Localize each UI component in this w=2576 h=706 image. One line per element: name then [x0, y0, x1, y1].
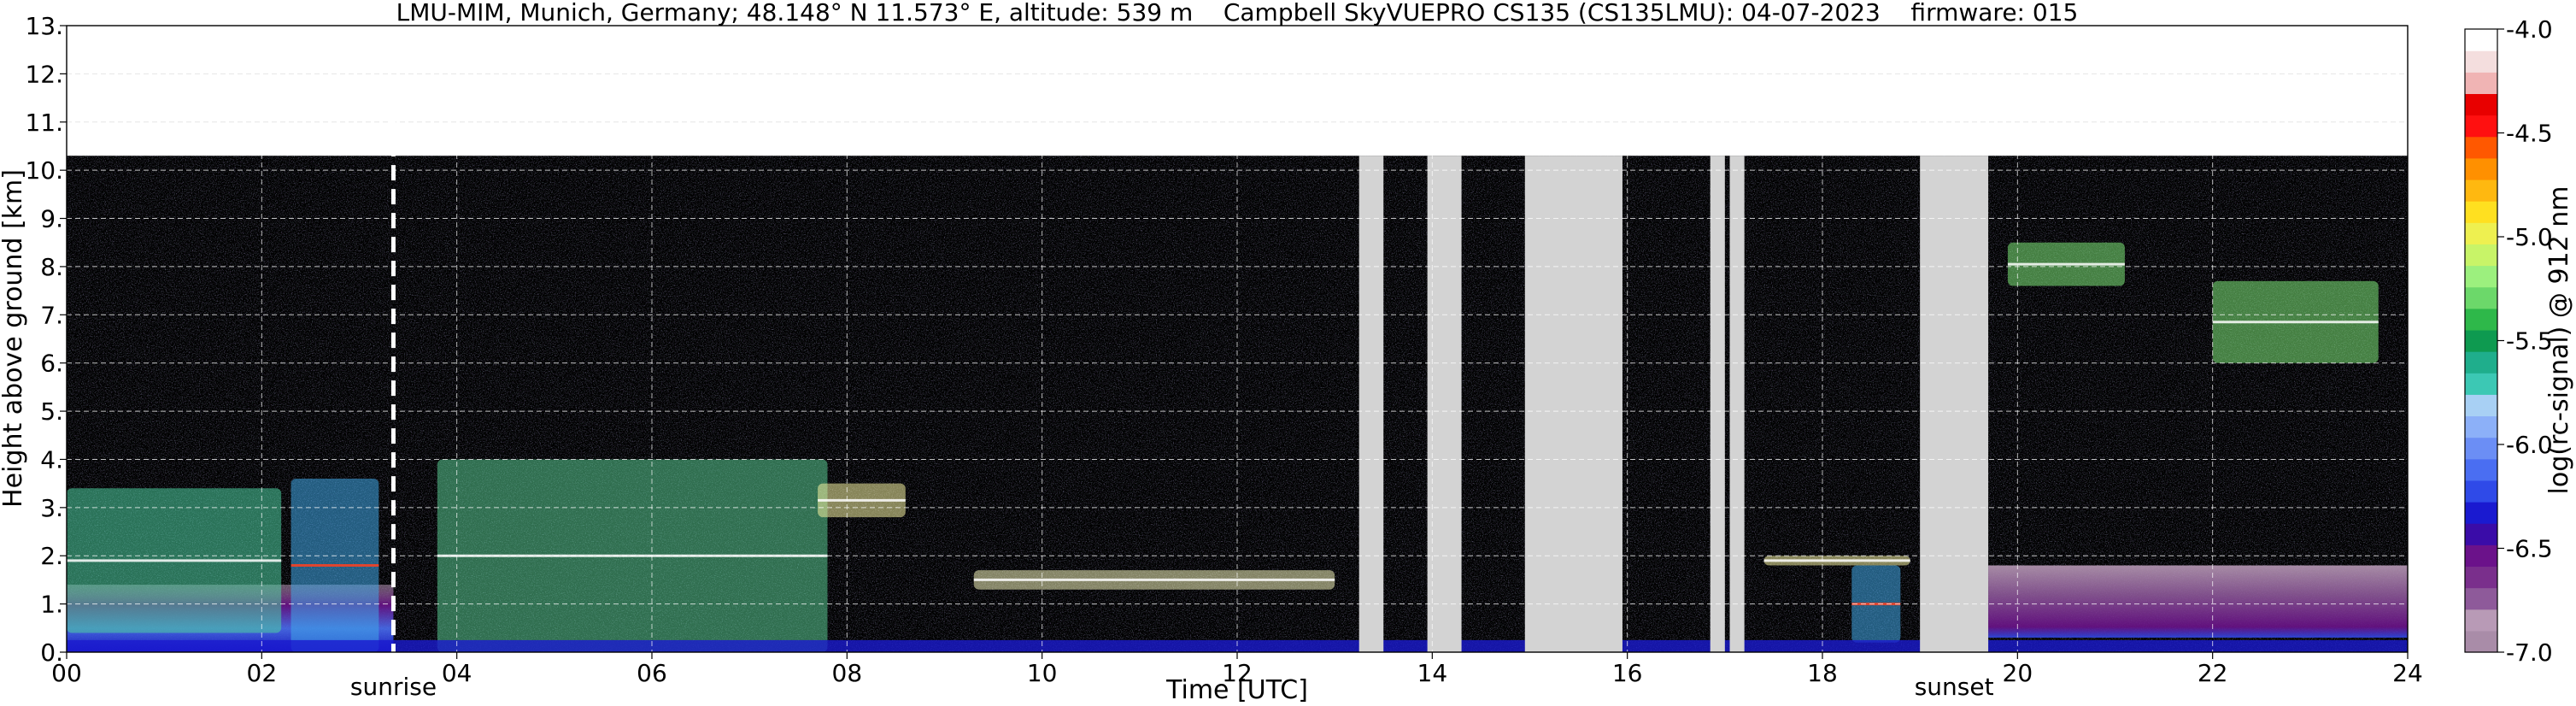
colorbar-segment [2465, 136, 2497, 159]
x-tick-label: 08 [832, 659, 863, 687]
missing-data-gap [1524, 156, 1622, 652]
colorbar-segment [2465, 157, 2497, 180]
x-tick-label: 20 [2003, 659, 2033, 687]
x-tick-label: 00 [51, 659, 82, 687]
missing-data-gap [1427, 156, 1462, 652]
y-tick-label: 2. [40, 542, 63, 570]
x-tick-label: 10 [1027, 659, 1058, 687]
colorbar-segment [2465, 502, 2497, 524]
x-tick-label: 16 [1612, 659, 1643, 687]
plot-area [66, 25, 2409, 653]
y-tick-label: 0. [40, 638, 63, 667]
colorbar-tick-label: -5.5 [2506, 327, 2553, 356]
colorbar-segment [2465, 351, 2497, 374]
colorbar-segment [2465, 609, 2497, 632]
missing-data-gap [1729, 156, 1745, 652]
y-tick-label: 12. [25, 60, 63, 88]
colorbar-tick-label: -4.0 [2506, 15, 2553, 44]
event-labels: sunrise sunset [350, 673, 1994, 701]
colorbar-segment [2465, 50, 2497, 73]
x-tick-label: 04 [442, 659, 472, 687]
colorbar-segment [2465, 93, 2497, 116]
missing-data-gap [1358, 156, 1384, 652]
colorbar-segment [2465, 373, 2497, 395]
colorbar-segment [2465, 329, 2497, 352]
colorbar-segment [2465, 523, 2497, 545]
colorbar-tick-label: -4.5 [2506, 120, 2553, 148]
missing-data-gap [1920, 156, 1989, 652]
colorbar-scale [2465, 29, 2497, 653]
x-tick-label: 12 [1222, 659, 1253, 687]
colorbar-segment [2465, 630, 2497, 653]
x-tick-label: 06 [637, 659, 667, 687]
colorbar-segment [2465, 308, 2497, 331]
x-tick-label: 18 [1807, 659, 1838, 687]
colorbar-segment [2465, 458, 2497, 481]
cloud-feature [1988, 565, 2408, 638]
colorbar-segment [2465, 544, 2497, 568]
y-axis-label: Height above ground [km] [0, 169, 28, 508]
colorbar-tick-label: -6.5 [2506, 535, 2553, 563]
x-tick-label: 02 [247, 659, 278, 687]
y-tick-label: 10. [25, 156, 63, 185]
x-axis-ticks: 00 02 04 06 08 10 12 14 16 18 20 22 24 [51, 652, 2423, 687]
grid-lines [67, 26, 2408, 652]
x-tick-label: 14 [1417, 659, 1448, 687]
y-tick-label: 7. [40, 301, 63, 329]
y-tick-label: 8. [40, 253, 63, 281]
colorbar-tick-label: -7.0 [2506, 638, 2553, 667]
y-tick-label: 13. [25, 12, 63, 40]
colorbar-segment [2465, 587, 2497, 610]
colorbar-segment [2465, 566, 2497, 589]
colorbar-segment [2465, 179, 2497, 202]
y-axis-ticks: 0. 1. 2. 3. 4. 5. 6. 7. 8. 9. 10. 11. 12. 13. [25, 12, 67, 667]
y-tick-label: 1. [40, 591, 63, 619]
colorbar: -4.0 -4.5 -5.0 -5.5 -6.0 -6.5 -7.0 log(rc-sign… [2464, 15, 2574, 667]
missing-data-gap [1710, 156, 1725, 652]
colorbar-segment [2465, 115, 2497, 138]
colorbar-segment [2465, 222, 2497, 244]
x-axis-label: Time [UTC] [1165, 675, 1308, 705]
y-tick-label: 4. [40, 445, 63, 474]
colorbar-segment [2465, 286, 2497, 309]
colorbar-segment [2465, 201, 2497, 223]
missing-data-gaps [1358, 156, 1989, 652]
colorbar-segment [2465, 479, 2497, 503]
y-tick-label: 9. [40, 205, 63, 233]
colorbar-segment [2465, 265, 2497, 288]
colorbar-tick-label: -5.0 [2506, 223, 2553, 251]
x-tick-label: 22 [2198, 659, 2228, 687]
y-tick-label: 11. [25, 109, 63, 137]
chart-title: LMU-MIM, Munich, Germany; 48.148° N 11.5… [396, 0, 2079, 26]
y-tick-label: 6. [40, 350, 63, 378]
colorbar-tick-label: -6.0 [2506, 431, 2553, 459]
colorbar-segment [2465, 415, 2497, 438]
colorbar-segment [2465, 394, 2497, 417]
colorbar-segment [2465, 29, 2497, 51]
y-tick-label: 5. [40, 397, 63, 426]
colorbar-ticks: -4.0 -4.5 -5.0 -5.5 -6.0 -6.5 -7.0 [2497, 15, 2553, 667]
colorbar-label: log(rc-signal) @ 912 nm [2544, 186, 2574, 495]
x-tick-label: 24 [2392, 659, 2423, 687]
sunrise-label: sunrise [350, 673, 437, 701]
y-tick-label: 3. [40, 494, 63, 522]
colorbar-segment [2465, 244, 2497, 267]
colorbar-segment [2465, 72, 2497, 95]
sunset-label: sunset [1915, 673, 1994, 701]
colorbar-segment [2465, 437, 2497, 460]
